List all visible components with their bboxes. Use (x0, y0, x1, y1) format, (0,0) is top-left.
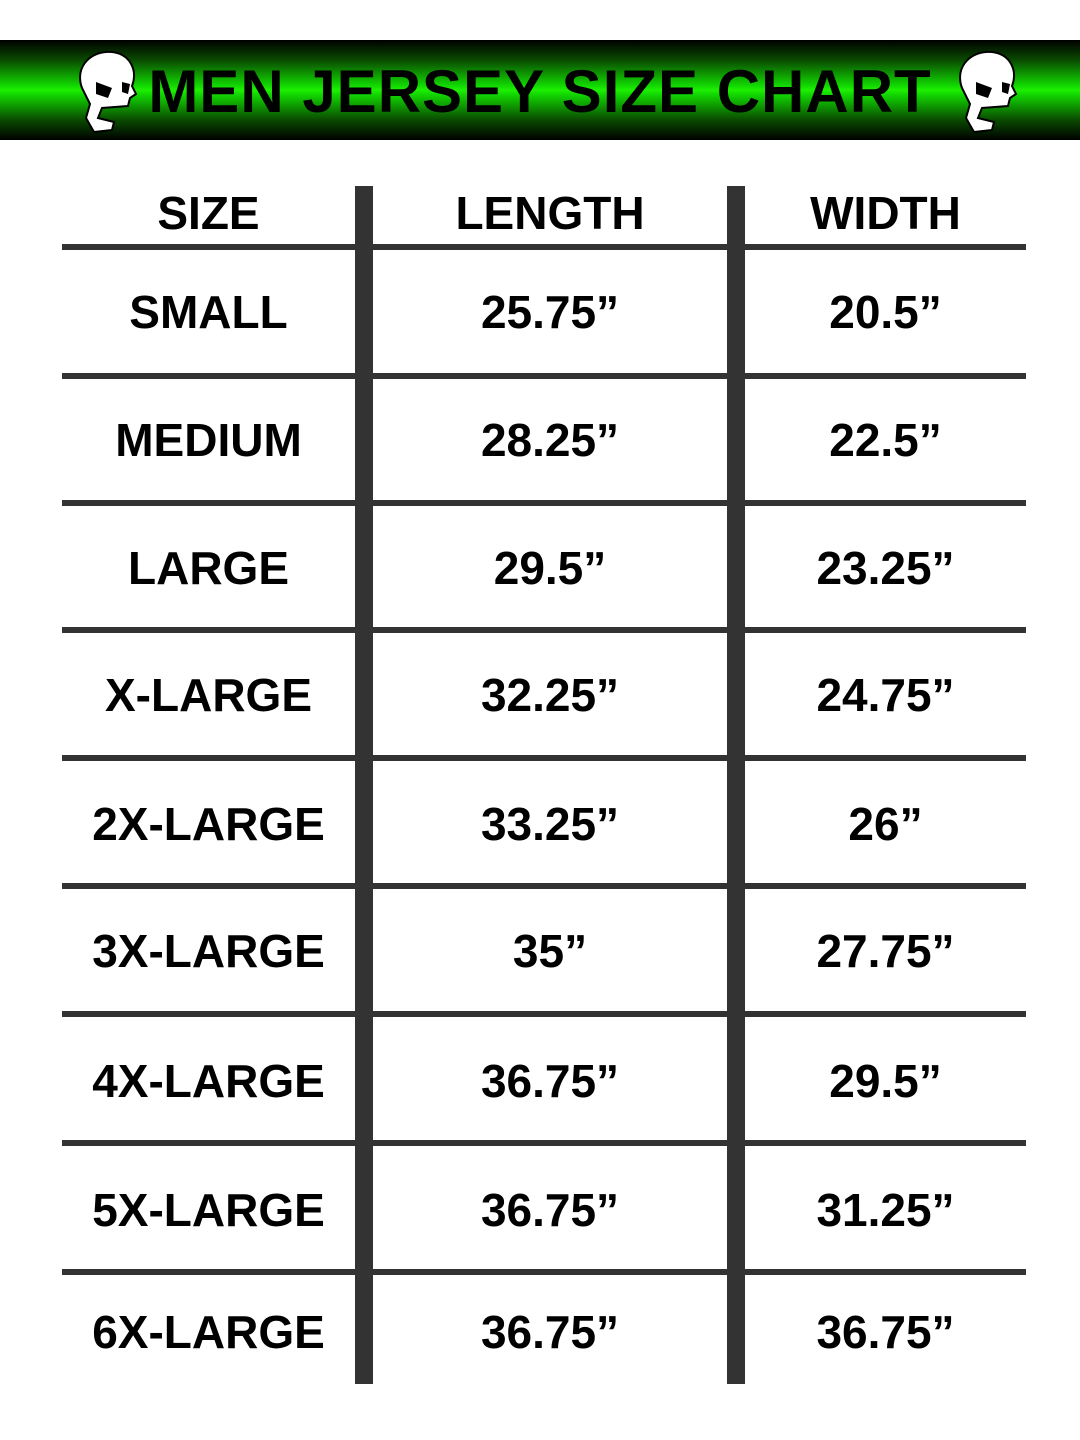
cell-width: 31.25” (816, 1184, 955, 1236)
cell-size: 6X-LARGE (92, 1306, 325, 1358)
cell-width: 20.5” (829, 286, 942, 338)
cell-size: 4X-LARGE (92, 1055, 325, 1107)
row-divider (62, 1140, 1026, 1146)
column-divider (355, 186, 373, 1384)
cell-length: 29.5” (493, 542, 607, 594)
cell-size: MEDIUM (115, 414, 302, 466)
cell-size: X-LARGE (105, 669, 312, 721)
cell-length: 36.75” (480, 1306, 620, 1358)
column-header-length: LENGTH (455, 187, 645, 239)
column-header-size: SIZE (157, 187, 260, 239)
cell-length: 33.25” (480, 798, 620, 850)
row-divider (62, 373, 1026, 379)
cell-length: 28.25” (480, 414, 620, 466)
cell-size: 5X-LARGE (92, 1184, 325, 1236)
cell-width: 29.5” (829, 1055, 942, 1107)
row-divider (62, 755, 1026, 761)
row-divider (62, 627, 1026, 633)
cell-width: 24.75” (816, 669, 955, 721)
title-banner: MEN JERSEY SIZE CHART (0, 40, 1080, 140)
row-divider (62, 883, 1026, 889)
row-divider (62, 500, 1026, 506)
cell-length: 25.75” (480, 286, 620, 338)
cell-width: 36.75” (816, 1306, 955, 1358)
cell-length: 36.75” (480, 1055, 620, 1107)
column-header-width: WIDTH (810, 187, 961, 239)
cell-width: 22.5” (829, 414, 942, 466)
row-divider (62, 244, 1026, 250)
cell-length: 36.75” (480, 1184, 620, 1236)
cell-width: 26” (848, 798, 923, 850)
cell-length: 32.25” (480, 669, 620, 721)
column-divider (727, 186, 745, 1384)
cell-width: 27.75” (816, 925, 955, 977)
cell-size: LARGE (128, 542, 289, 594)
cell-size: 2X-LARGE (92, 798, 325, 850)
skull-icon (959, 50, 1018, 134)
cell-size: SMALL (129, 286, 288, 338)
row-divider (62, 1269, 1026, 1275)
page-title: MEN JERSEY SIZE CHART (148, 58, 932, 125)
cell-size: 3X-LARGE (92, 925, 325, 977)
cell-width: 23.25” (816, 542, 955, 594)
row-divider (62, 1011, 1026, 1017)
skull-icon (79, 50, 138, 134)
cell-length: 35” (512, 925, 588, 977)
